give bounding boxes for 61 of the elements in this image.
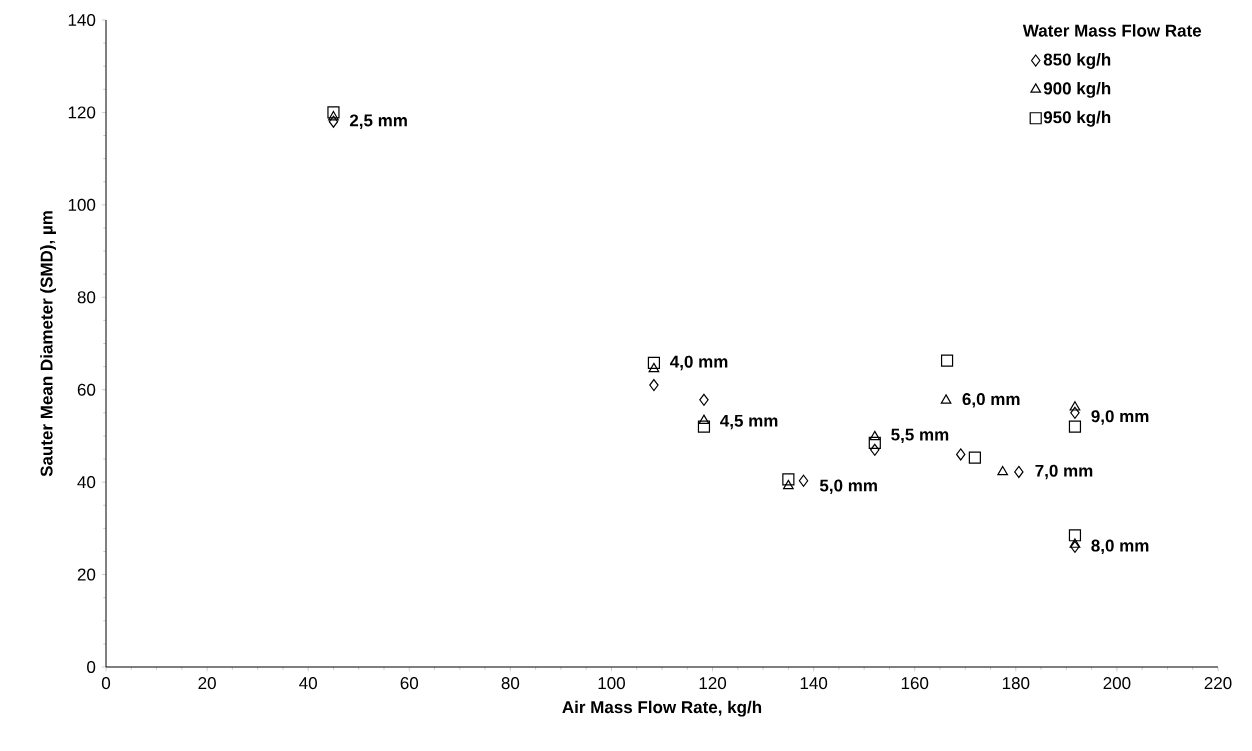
point <box>868 436 881 449</box>
point <box>798 474 809 487</box>
point <box>782 473 795 486</box>
legend-label: 950 kg/h <box>1043 110 1111 127</box>
y-tick-label: 0 <box>87 660 96 674</box>
x-tick-label: 180 <box>1002 677 1030 690</box>
point <box>1068 529 1082 542</box>
legend-label: 850 kg/h <box>1043 53 1111 69</box>
point <box>698 414 710 425</box>
point <box>328 115 339 128</box>
x-axis-title: Air Mass Flow Rate, kg/h <box>562 700 762 717</box>
annotation: 8,0 mm <box>1091 539 1149 555</box>
point <box>1068 420 1082 433</box>
x-tick-label: 20 <box>198 677 216 690</box>
point <box>697 420 711 433</box>
y-tick-label: 120 <box>68 106 96 119</box>
point <box>1070 406 1080 419</box>
annotation: 7,0 mm <box>1035 464 1093 480</box>
legend-title: Water Mass Flow Rate <box>1022 24 1202 37</box>
annotation: 6,0 mm <box>962 393 1020 408</box>
annotation: 5,0 mm <box>819 479 877 495</box>
point <box>870 443 880 456</box>
point <box>955 448 966 461</box>
point <box>1069 401 1081 411</box>
y-tick-label: 100 <box>68 198 96 211</box>
y-tick-label: 40 <box>77 476 96 489</box>
y-tick-label: 140 <box>68 13 96 27</box>
annotation: 4,0 mm <box>670 355 728 371</box>
x-tick-label: 160 <box>901 677 929 690</box>
x-tick-label: 100 <box>598 677 625 690</box>
y-tick-label: 60 <box>77 383 96 396</box>
point <box>649 378 659 392</box>
point <box>648 362 660 373</box>
point <box>997 465 1009 476</box>
y-axis-title: Sauter Mean Diameter (SMD), µm <box>40 211 56 477</box>
annotation: 5,5 mm <box>891 428 949 444</box>
point <box>647 356 661 369</box>
point <box>699 393 709 406</box>
y-tick-label: 80 <box>77 291 96 304</box>
x-tick-label: 140 <box>800 677 828 690</box>
point <box>940 354 954 367</box>
annotation: 2,5 mm <box>349 114 407 129</box>
x-tick-label: 120 <box>699 677 727 690</box>
x-tick-label: 80 <box>501 677 520 690</box>
x-tick-label: 0 <box>101 677 111 690</box>
legend-label: 900 kg/h <box>1043 81 1111 98</box>
point <box>783 479 794 490</box>
point <box>328 110 339 121</box>
point <box>327 106 340 119</box>
point <box>968 451 981 464</box>
x-tick-label: 200 <box>1103 677 1131 690</box>
x-tick-label: 40 <box>299 677 317 690</box>
point <box>940 394 952 404</box>
point <box>869 430 881 441</box>
x-tick-label: 60 <box>400 677 419 690</box>
y-tick-label: 20 <box>77 568 96 581</box>
annotation: 4,5 mm <box>720 414 778 430</box>
annotation: 9,0 mm <box>1091 410 1149 425</box>
point <box>1070 540 1080 553</box>
x-tick-label: 220 <box>1204 677 1232 690</box>
point <box>1014 465 1024 479</box>
